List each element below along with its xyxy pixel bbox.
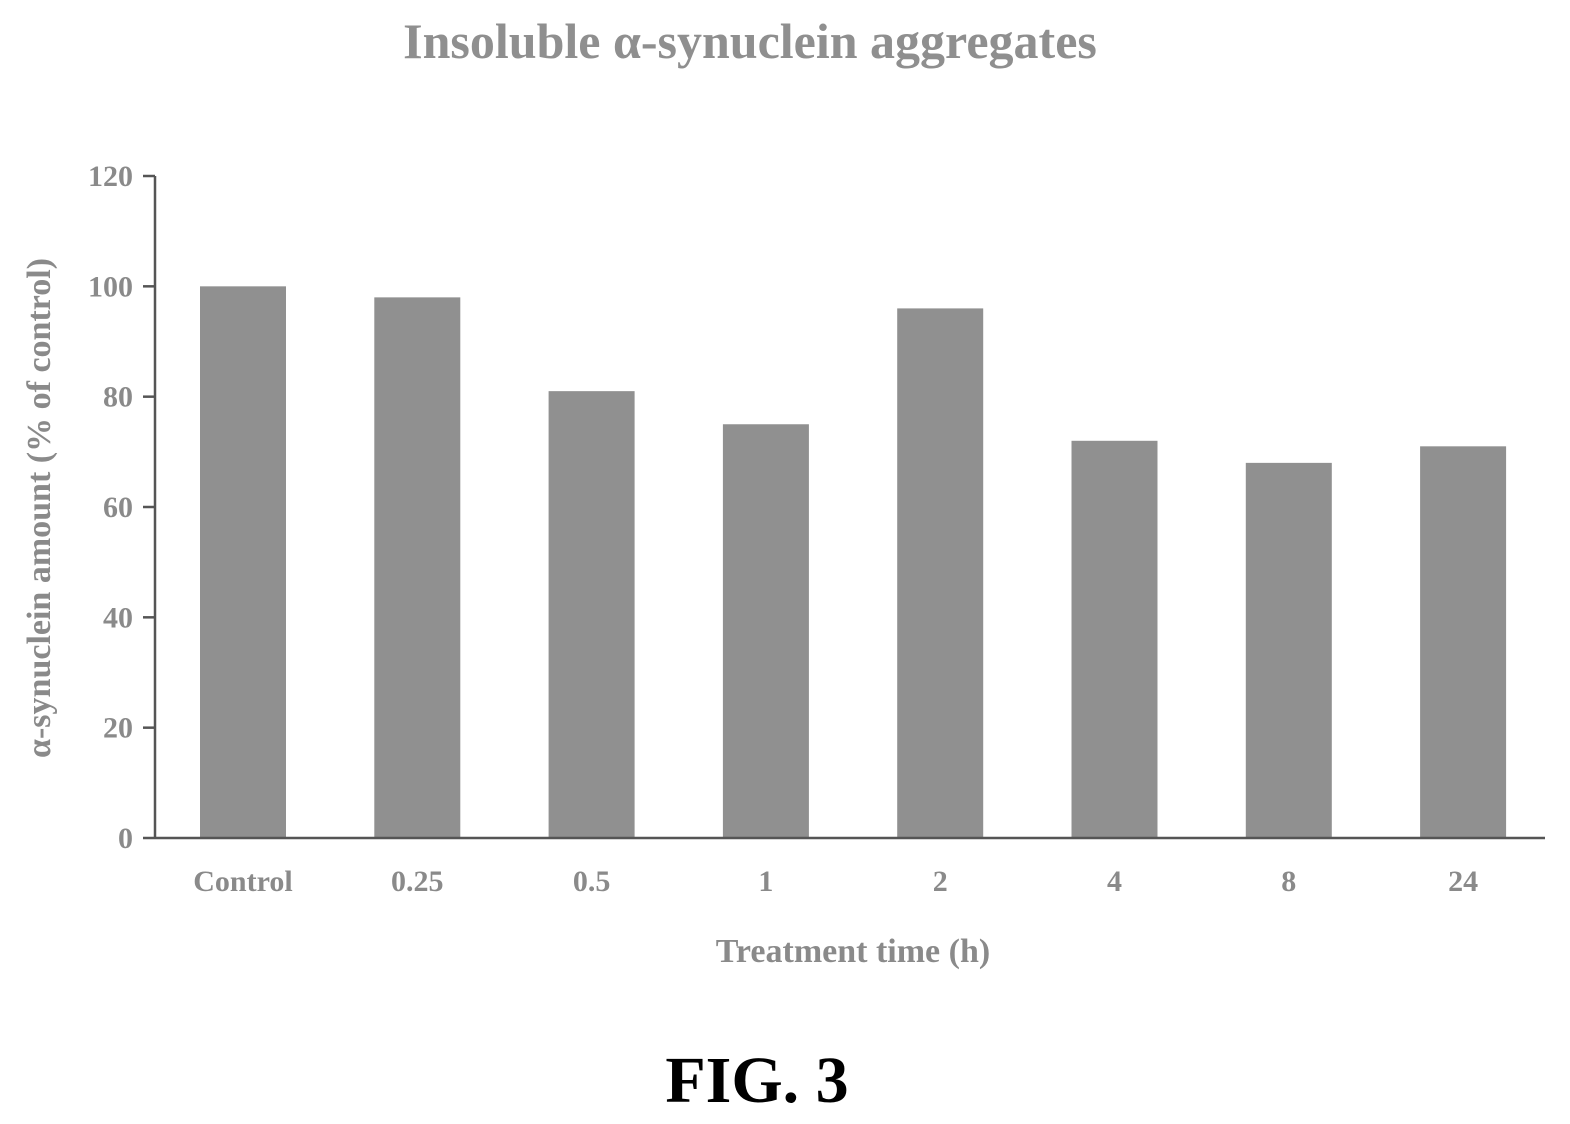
x-tick-label: 8 — [1281, 865, 1296, 898]
y-tick-label: 120 — [88, 160, 133, 193]
x-tick-label: 2 — [933, 865, 948, 898]
bar — [1420, 446, 1507, 838]
bar — [1245, 462, 1332, 838]
y-tick-label: 100 — [88, 270, 133, 303]
bar — [897, 308, 984, 838]
x-axis-title: Treatment time (h) — [716, 933, 990, 970]
x-tick-label: 0.25 — [391, 865, 444, 898]
y-tick-label: 20 — [103, 712, 133, 745]
x-tick-label: 24 — [1448, 865, 1478, 898]
y-tick-label: 40 — [103, 601, 133, 634]
bar — [374, 297, 461, 838]
y-tick-label: 0 — [118, 822, 133, 855]
y-tick-label: 80 — [103, 381, 133, 414]
bar — [548, 391, 635, 838]
x-tick-label: Control — [193, 865, 292, 898]
x-tick-label: 4 — [1107, 865, 1122, 898]
figure-label: FIG. 3 — [665, 1044, 848, 1117]
bar — [1071, 440, 1158, 838]
x-tick-label: 0.5 — [573, 865, 611, 898]
y-axis-title: α-synuclein amount (% of control) — [21, 258, 58, 758]
bar — [200, 286, 286, 838]
x-tick-label: 1 — [758, 865, 773, 898]
bar — [722, 424, 809, 838]
y-tick-label: 60 — [103, 491, 133, 524]
chart-title: Insoluble α-synuclein aggregates — [403, 13, 1097, 69]
